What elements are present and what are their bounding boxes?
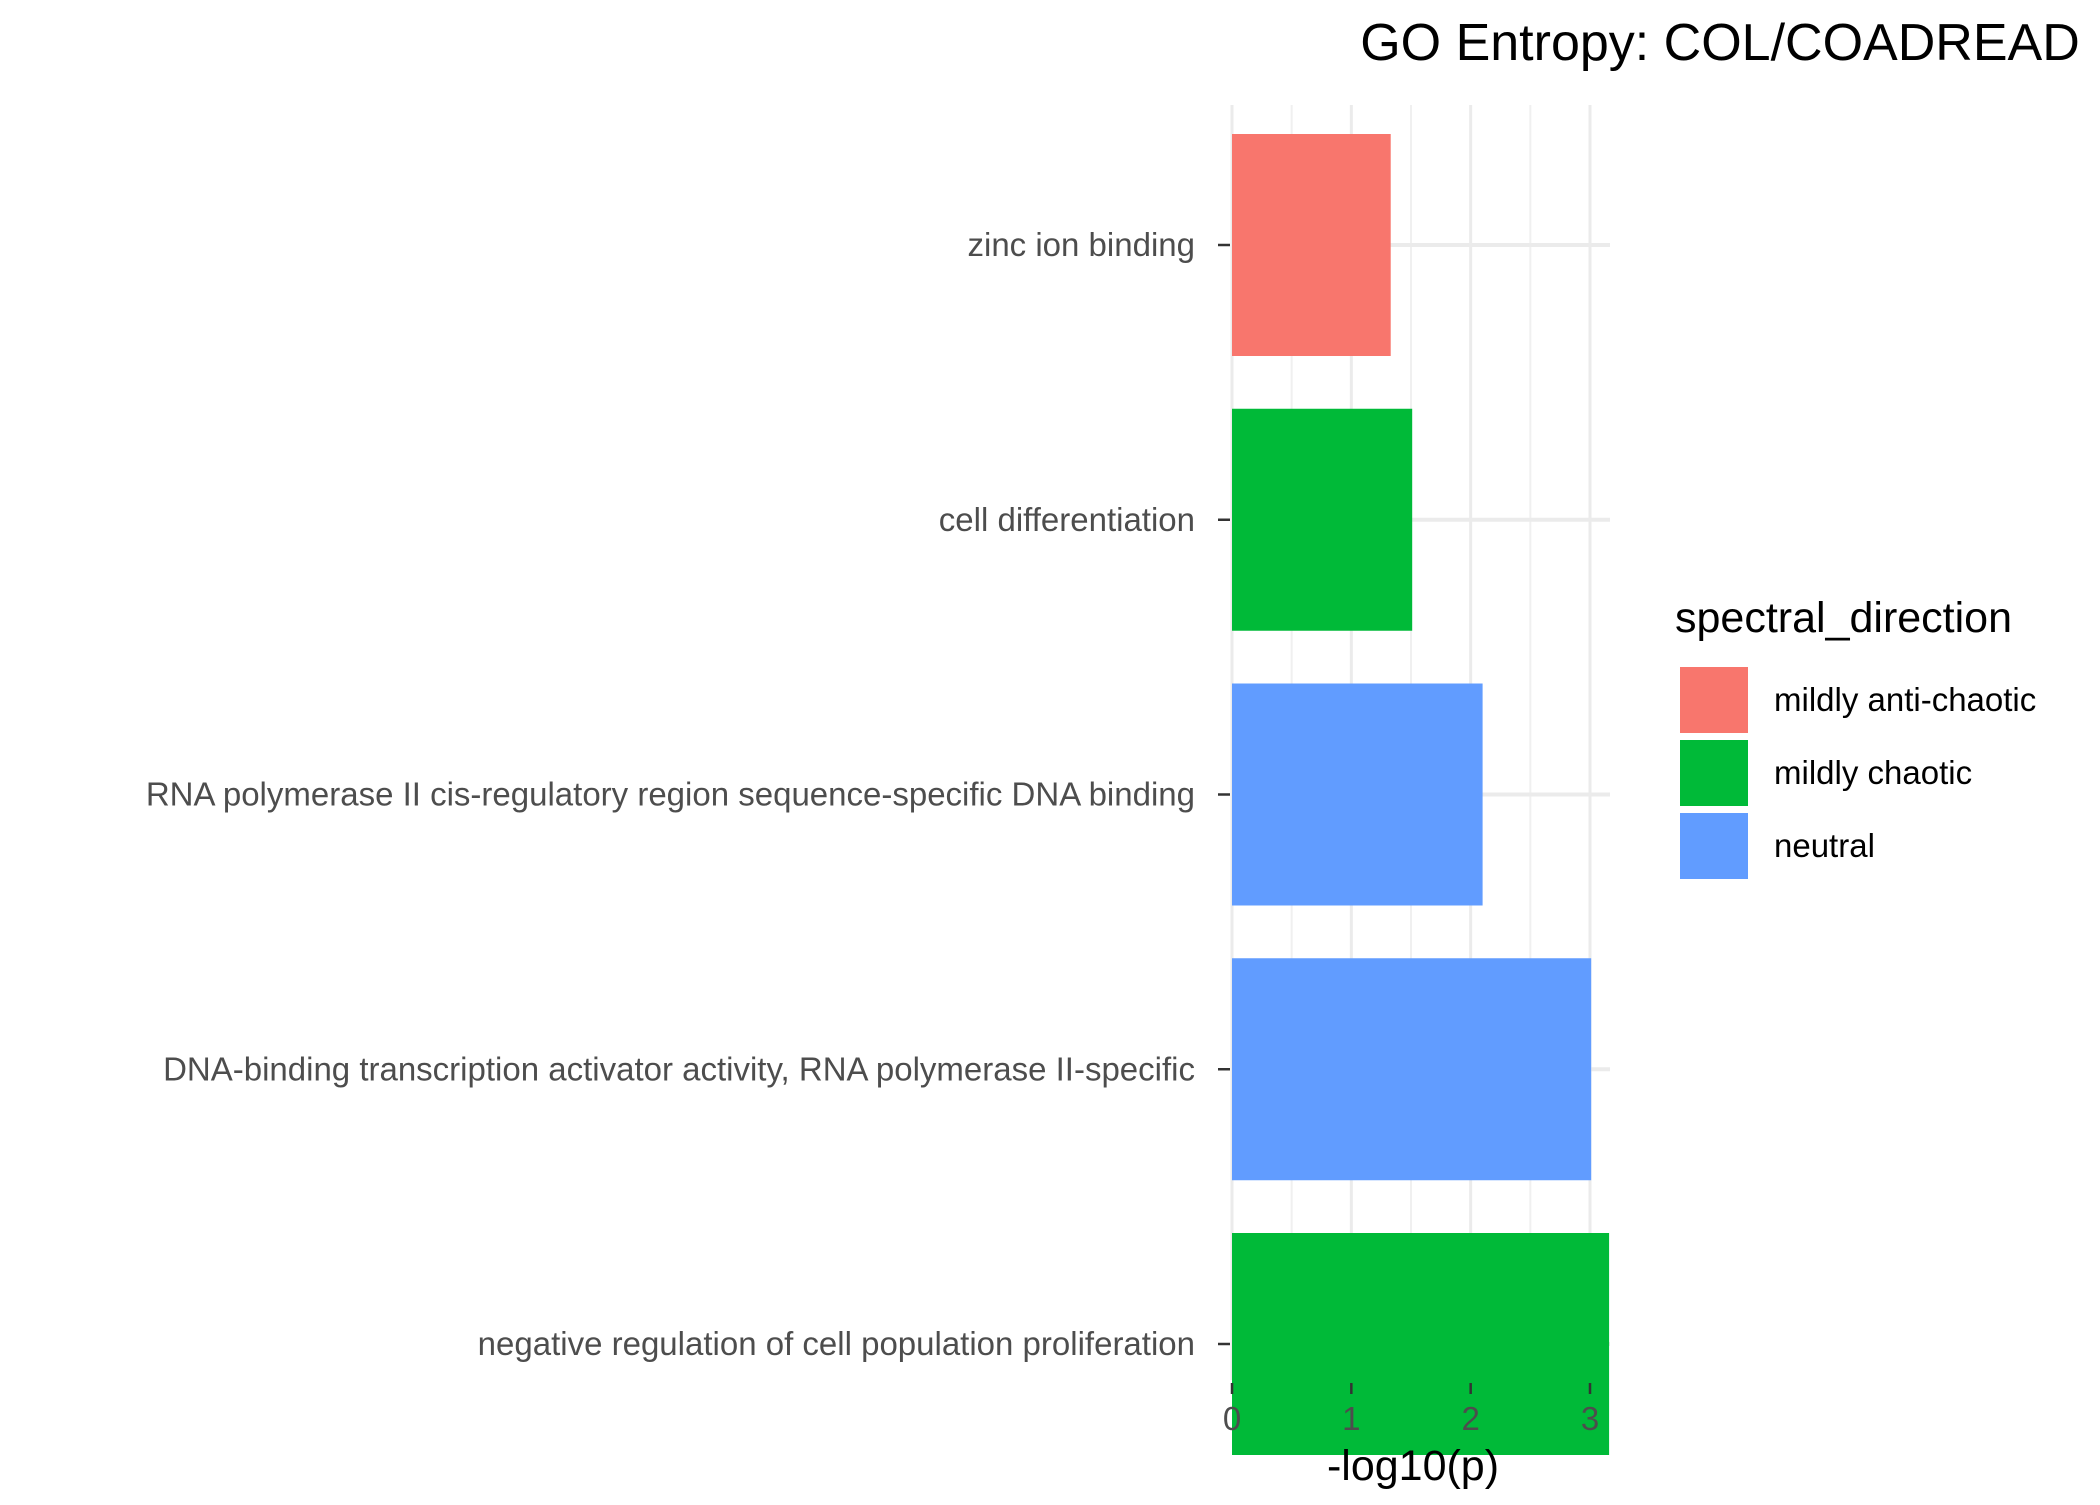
- bar: [1232, 408, 1413, 631]
- legend-label: neutral: [1774, 827, 1875, 864]
- bar-layer: [1232, 134, 1610, 1455]
- bar: [1232, 1233, 1610, 1455]
- y-tick-label: cell differentiation: [939, 501, 1195, 538]
- x-tick-label: 0: [1223, 1400, 1241, 1437]
- legend-title: spectral_direction: [1675, 594, 2012, 642]
- legend-label: mildly chaotic: [1774, 754, 1972, 791]
- bar: [1232, 134, 1391, 356]
- x-tick-label: 3: [1581, 1400, 1599, 1437]
- y-tick-label: negative regulation of cell population p…: [478, 1325, 1195, 1362]
- legend: spectral_direction mildly anti-chaotic mi…: [1675, 594, 2036, 879]
- legend-key: [1680, 667, 1748, 733]
- legend-key: [1680, 813, 1748, 879]
- y-axis: zinc ion binding cell differentiation RNA …: [146, 226, 1230, 1362]
- bar: [1232, 683, 1483, 906]
- x-tick-label: 2: [1461, 1400, 1479, 1437]
- chart-title: GO Entropy: COL/COADREAD: [1360, 14, 2080, 72]
- legend-label: mildly anti-chaotic: [1774, 681, 2036, 718]
- y-tick-label: zinc ion binding: [968, 226, 1196, 263]
- y-tick-label: RNA polymerase II cis-regulatory region …: [146, 776, 1195, 813]
- legend-key: [1680, 740, 1748, 806]
- y-tick-label: DNA-binding transcription activator acti…: [163, 1050, 1195, 1087]
- x-axis-title: -log10(p): [1327, 1442, 1499, 1490]
- x-tick-label: 1: [1342, 1400, 1360, 1437]
- bar: [1232, 958, 1592, 1181]
- x-axis: 0 1 2 3: [1223, 1383, 1599, 1437]
